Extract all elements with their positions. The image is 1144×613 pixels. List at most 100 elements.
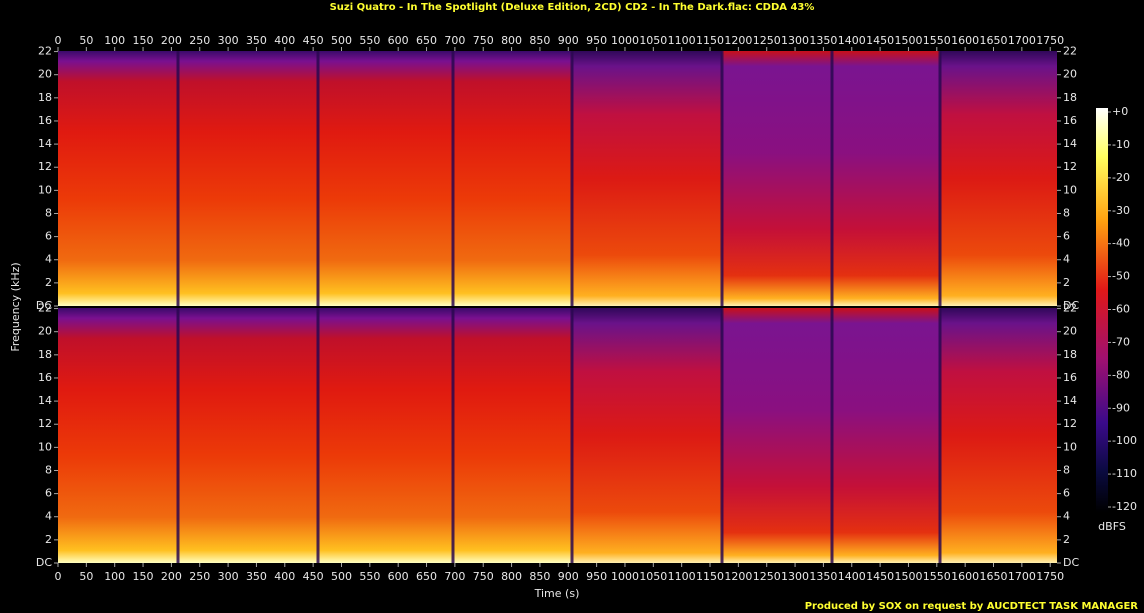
x-tick-label: 400 <box>274 34 295 47</box>
y-tick-label: 10 <box>1063 440 1077 453</box>
x-tick-label: 1200 <box>724 34 752 47</box>
x-tick-label: 0 <box>55 34 62 47</box>
colorbar-label: dBFS <box>1098 520 1126 533</box>
channel-segment <box>722 308 832 563</box>
y-tick-label: 12 <box>1063 160 1077 173</box>
track-boundary <box>720 308 724 563</box>
x-tick-label: 100 <box>104 34 125 47</box>
y-tick-label: 16 <box>1063 371 1077 384</box>
x-tick-label: 1150 <box>696 570 724 583</box>
x-tick-label: 850 <box>529 34 550 47</box>
y-tick-label: 14 <box>1063 137 1077 150</box>
y-tick-label: DC <box>36 556 52 569</box>
x-tick-label: 1300 <box>781 34 809 47</box>
channel-segment <box>722 51 832 306</box>
y-tick-label: DC <box>1063 556 1079 569</box>
y-tick-label: 2 <box>1063 533 1070 546</box>
channel-segment <box>940 308 1057 563</box>
x-tick-label: 0 <box>55 570 62 583</box>
channel-segment <box>58 308 178 563</box>
y-tick-label: DC <box>36 299 52 312</box>
track-boundary <box>570 51 574 306</box>
colorbar-tick-label: -40 <box>1112 237 1130 250</box>
track-boundary <box>451 51 455 306</box>
colorbar-tick-label: -60 <box>1112 303 1130 316</box>
channel-segment <box>178 308 318 563</box>
y-tick-label: 16 <box>38 371 52 384</box>
x-tick-label: 250 <box>189 570 210 583</box>
y-tick-label: 4 <box>45 510 52 523</box>
x-tick-label: 350 <box>246 570 267 583</box>
x-tick-label: 750 <box>473 570 494 583</box>
x-tick-label: 1150 <box>696 34 724 47</box>
track-boundary <box>316 308 320 563</box>
colorbar-tick-label: -50 <box>1112 270 1130 283</box>
colorbar-tick-label: -110 <box>1112 467 1137 480</box>
y-tick-label: 20 <box>38 325 52 338</box>
track-boundary <box>830 308 834 563</box>
channel-segment <box>572 308 722 563</box>
x-tick-label: 450 <box>303 570 324 583</box>
y-tick-label: 8 <box>1063 206 1070 219</box>
colorbar-tick-label: -30 <box>1112 204 1130 217</box>
colorbar-tick-label: -100 <box>1112 434 1137 447</box>
y-tick-label: 6 <box>1063 487 1070 500</box>
x-tick-label: 1700 <box>1008 570 1036 583</box>
x-tick-label: 900 <box>558 34 579 47</box>
x-tick-label: 750 <box>473 34 494 47</box>
x-tick-label: 900 <box>558 570 579 583</box>
track-boundary <box>316 51 320 306</box>
y-tick-label: 18 <box>1063 91 1077 104</box>
y-tick-label: 2 <box>45 533 52 546</box>
x-tick-label: 1600 <box>951 34 979 47</box>
x-tick-label: 800 <box>501 570 522 583</box>
x-tick-label: 300 <box>218 570 239 583</box>
x-tick-label: 550 <box>359 34 380 47</box>
x-tick-label: 550 <box>359 570 380 583</box>
track-boundary <box>938 51 942 306</box>
channel-segment <box>940 51 1057 306</box>
x-tick-label: 1500 <box>894 570 922 583</box>
y-tick-label: 18 <box>38 91 52 104</box>
x-tick-label: 800 <box>501 34 522 47</box>
y-tick-label: 10 <box>1063 183 1077 196</box>
y-tick-label: 22 <box>1063 302 1077 315</box>
colorbar-tick-label: -120 <box>1112 500 1137 513</box>
y-tick-label: 4 <box>1063 253 1070 266</box>
y-tick-label: 6 <box>45 487 52 500</box>
x-tick-label: 1500 <box>894 34 922 47</box>
x-tick-label: 1450 <box>866 34 894 47</box>
x-tick-label: 650 <box>416 34 437 47</box>
colorbar-tick-label: -90 <box>1112 401 1130 414</box>
x-tick-label: 500 <box>331 34 352 47</box>
x-tick-label: 1200 <box>724 570 752 583</box>
y-tick-label: 18 <box>38 348 52 361</box>
x-tick-label: 1350 <box>809 34 837 47</box>
x-tick-label: 450 <box>303 34 324 47</box>
y-tick-label: 20 <box>1063 68 1077 81</box>
channel-segment <box>453 308 572 563</box>
track-boundary <box>176 51 180 306</box>
x-tick-label: 1550 <box>923 570 951 583</box>
x-tick-label: 1550 <box>923 34 951 47</box>
y-tick-label: 4 <box>1063 510 1070 523</box>
x-tick-label: 50 <box>79 570 93 583</box>
x-tick-label: 950 <box>586 570 607 583</box>
track-boundary <box>451 308 455 563</box>
x-tick-label: 250 <box>189 34 210 47</box>
y-tick-label: 12 <box>1063 417 1077 430</box>
x-tick-label: 1750 <box>1036 34 1064 47</box>
colorbar <box>1096 108 1108 512</box>
y-tick-label: 2 <box>1063 276 1070 289</box>
channel-segment <box>572 51 722 306</box>
x-tick-label: 1300 <box>781 570 809 583</box>
x-tick-label: 1100 <box>668 34 696 47</box>
y-tick-label: 6 <box>45 230 52 243</box>
x-tick-label: 1450 <box>866 570 894 583</box>
x-tick-label: 700 <box>444 570 465 583</box>
y-tick-label: 18 <box>1063 348 1077 361</box>
y-tick-label: DC <box>1063 299 1079 312</box>
x-tick-label: 600 <box>388 34 409 47</box>
y-tick-label: 8 <box>45 206 52 219</box>
